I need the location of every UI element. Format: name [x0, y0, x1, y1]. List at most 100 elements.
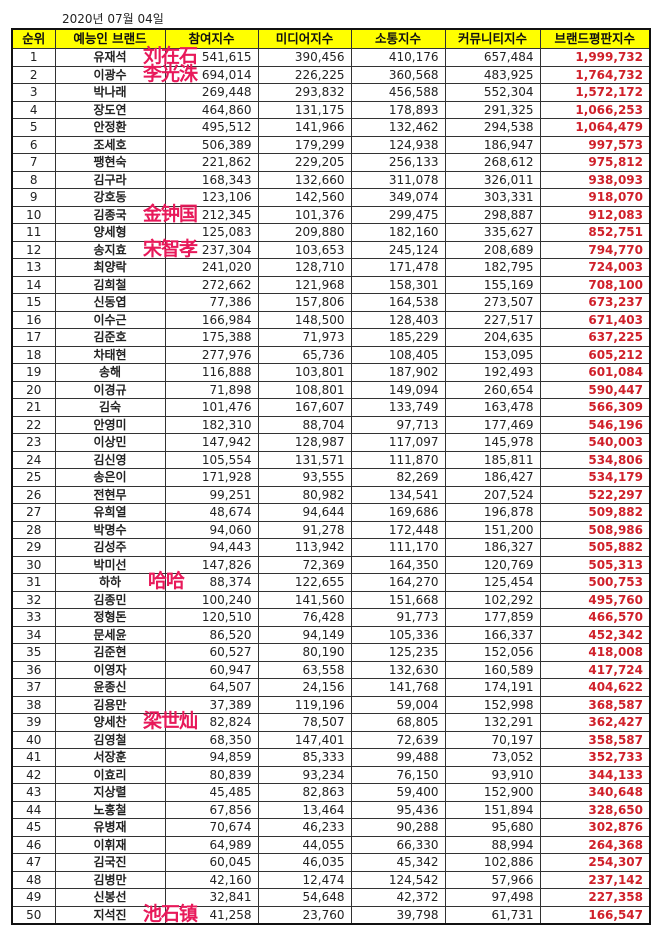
communication-cell: 456,588 — [350, 83, 446, 102]
brand-reputation-cell: 637,225 — [539, 328, 651, 347]
community-cell: 73,052 — [444, 748, 541, 767]
brand-reputation-cell: 1,764,732 — [539, 65, 651, 84]
rank-cell: 49 — [11, 888, 56, 907]
rank-cell: 32 — [11, 590, 56, 609]
brand-reputation-cell: 546,196 — [539, 415, 651, 434]
brand-reputation-cell: 505,882 — [539, 538, 651, 557]
table-row: 31 하하 88,374 122,655 164,270 125,454 500,753 — [11, 573, 651, 592]
rank-cell: 38 — [11, 695, 56, 714]
community-cell: 120,769 — [444, 555, 541, 574]
participation-cell: 60,045 — [164, 853, 259, 872]
communication-cell: 72,639 — [350, 730, 446, 749]
media-cell: 93,234 — [257, 765, 352, 784]
table-row: 5 안정환 495,512 141,966 132,462 294,538 1,064,47… — [11, 118, 651, 137]
participation-cell: 94,060 — [164, 520, 259, 539]
name-cell: 김희철 — [54, 275, 166, 294]
community-cell: 166,337 — [444, 625, 541, 644]
community-cell: 153,095 — [444, 345, 541, 364]
participation-cell: 100,240 — [164, 590, 259, 609]
participation-cell: 94,859 — [164, 748, 259, 767]
brand-reputation-cell: 508,986 — [539, 520, 651, 539]
rank-cell: 23 — [11, 433, 56, 452]
participation-cell: 60,947 — [164, 660, 259, 679]
media-cell: 76,428 — [257, 608, 352, 627]
participation-cell: 116,888 — [164, 363, 259, 382]
name-cell: 김구라 — [54, 170, 166, 189]
media-cell: 121,968 — [257, 275, 352, 294]
rank-cell: 1 — [11, 48, 56, 67]
participation-cell: 32,841 — [164, 888, 259, 907]
table-row: 1 유재석 541,615 390,456 410,176 657,484 1,999,73… — [11, 48, 651, 67]
table-row: 25 송은이 171,928 93,555 82,269 186,427 534,179 — [11, 468, 651, 487]
participation-cell: 175,388 — [164, 328, 259, 347]
table-row: 38 김용만 37,389 119,196 59,004 152,998 368,587 — [11, 695, 651, 714]
media-cell: 131,571 — [257, 450, 352, 469]
rank-cell: 9 — [11, 188, 56, 207]
rank-cell: 29 — [11, 538, 56, 557]
participation-cell: 168,343 — [164, 170, 259, 189]
table-row: 27 유희열 48,674 94,644 169,686 196,878 509,882 — [11, 503, 651, 522]
media-cell: 24,156 — [257, 678, 352, 697]
table-row: 32 김종민 100,240 141,560 151,668 102,292 495,760 — [11, 590, 651, 609]
communication-cell: 124,938 — [350, 135, 446, 154]
table-row: 7 팽현숙 221,862 229,205 256,133 268,612 975,812 — [11, 153, 651, 172]
communication-cell: 95,436 — [350, 800, 446, 819]
brand-reputation-cell: 605,212 — [539, 345, 651, 364]
rank-cell: 30 — [11, 555, 56, 574]
media-cell: 80,982 — [257, 485, 352, 504]
participation-cell: 77,386 — [164, 293, 259, 312]
name-cell: 이영자 — [54, 660, 166, 679]
header-brand: 예능인 브랜드 — [54, 28, 166, 49]
media-cell: 80,190 — [257, 643, 352, 662]
participation-cell: 45,485 — [164, 783, 259, 802]
table-row: 47 김국진 60,045 46,035 45,342 102,886 254,307 — [11, 853, 651, 872]
participation-cell: 269,448 — [164, 83, 259, 102]
name-cell: 조세호 — [54, 135, 166, 154]
table-row: 30 박미선 147,826 72,369 164,350 120,769 505,313 — [11, 555, 651, 574]
communication-cell: 45,342 — [350, 853, 446, 872]
community-cell: 227,517 — [444, 310, 541, 329]
communication-cell: 108,405 — [350, 345, 446, 364]
communication-cell: 256,133 — [350, 153, 446, 172]
rank-cell: 44 — [11, 800, 56, 819]
brand-reputation-cell: 918,070 — [539, 188, 651, 207]
communication-cell: 128,403 — [350, 310, 446, 329]
chinese-name-annotation: 宋智孝 — [143, 237, 198, 260]
community-cell: 95,680 — [444, 818, 541, 837]
media-cell: 46,233 — [257, 818, 352, 837]
table-row: 23 이상민 147,942 128,987 117,097 145,978 540,003 — [11, 433, 651, 452]
participation-cell: 123,106 — [164, 188, 259, 207]
community-cell: 160,589 — [444, 660, 541, 679]
rank-cell: 19 — [11, 363, 56, 382]
brand-reputation-cell: 368,587 — [539, 695, 651, 714]
community-cell: 326,011 — [444, 170, 541, 189]
communication-cell: 76,150 — [350, 765, 446, 784]
community-cell: 291,325 — [444, 100, 541, 119]
media-cell: 147,401 — [257, 730, 352, 749]
community-cell: 125,454 — [444, 573, 541, 592]
rank-cell: 33 — [11, 608, 56, 627]
table-row: 39 양세찬 82,824 78,507 68,805 132,291 362,427 — [11, 713, 651, 732]
participation-cell: 42,160 — [164, 870, 259, 889]
table-row: 37 윤종신 64,507 24,156 141,768 174,191 404,622 — [11, 678, 651, 697]
participation-cell: 221,862 — [164, 153, 259, 172]
communication-cell: 158,301 — [350, 275, 446, 294]
table-row: 24 김신영 105,554 131,571 111,870 185,811 534,806 — [11, 450, 651, 469]
name-cell: 서장훈 — [54, 748, 166, 767]
chinese-name-annotation: 李光洙 — [143, 62, 198, 85]
community-cell: 177,469 — [444, 415, 541, 434]
table-row: 36 이영자 60,947 63,558 132,630 160,589 417,724 — [11, 660, 651, 679]
community-cell: 273,507 — [444, 293, 541, 312]
community-cell: 298,887 — [444, 205, 541, 224]
chinese-name-annotation: 池石镇 — [143, 902, 198, 925]
communication-cell: 151,668 — [350, 590, 446, 609]
table-row: 6 조세호 506,389 179,299 124,938 186,947 997,573 — [11, 135, 651, 154]
rank-cell: 45 — [11, 818, 56, 837]
rank-cell: 26 — [11, 485, 56, 504]
brand-reputation-cell: 166,547 — [539, 905, 651, 925]
rank-cell: 37 — [11, 678, 56, 697]
name-cell: 안정환 — [54, 118, 166, 137]
name-cell: 김종민 — [54, 590, 166, 609]
media-cell: 131,175 — [257, 100, 352, 119]
brand-reputation-table: 순위 예능인 브랜드 참여지수 미디어지수 소통지수 커뮤니티지수 브랜드평판지… — [11, 28, 651, 925]
